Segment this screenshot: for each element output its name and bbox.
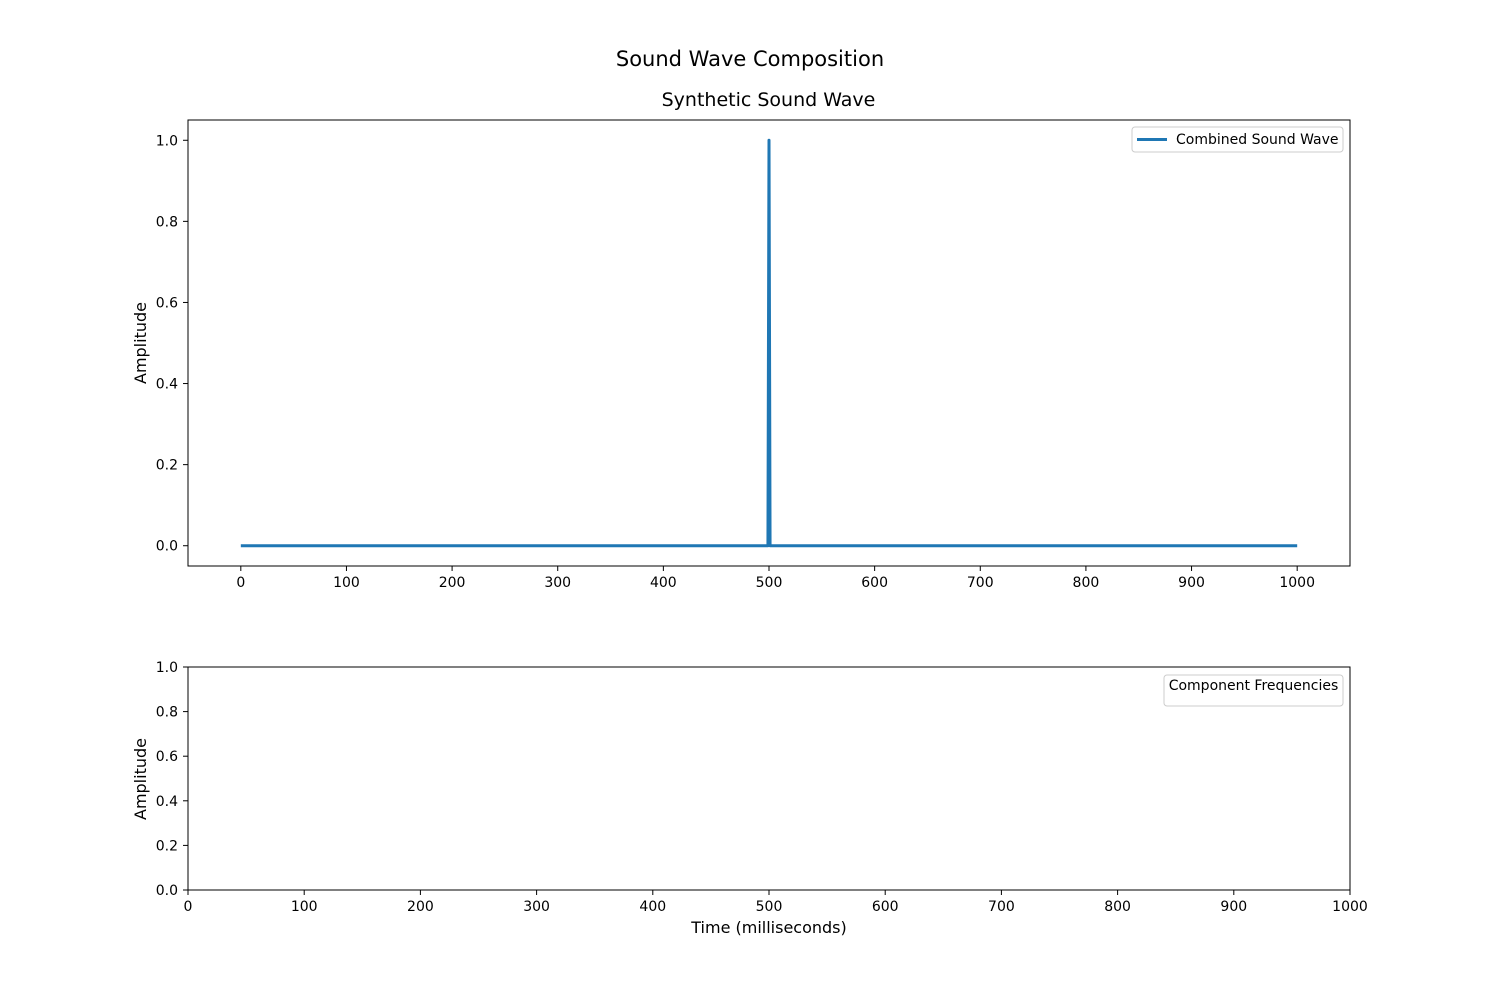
y-tick-label: 1.0: [156, 660, 178, 676]
series-line-0: [240, 138, 1298, 548]
top-plot-y-axis: 0.0 0.2 0.4 0.6 0.8 1.0: [156, 133, 188, 555]
y-tick-label: 0.6: [156, 749, 178, 765]
y-tick-label: 0.4: [156, 377, 178, 393]
x-tick-label: 0: [236, 575, 245, 591]
x-tick-label: 0: [184, 899, 193, 915]
y-tick-label: 0.2: [156, 838, 178, 854]
y-tick-label: 0.0: [156, 539, 178, 555]
bottom-plot-legend-title: Component Frequencies: [1169, 678, 1339, 694]
y-tick-label: 0.8: [156, 705, 178, 721]
y-tick-label: 0.4: [156, 794, 178, 810]
x-tick-label: 200: [407, 899, 434, 915]
x-tick-label: 800: [1073, 575, 1100, 591]
bottom-plot-y-axis: 0.0 0.2 0.4 0.6 0.8 1.0: [156, 660, 188, 899]
bottom-plot-x-label: Time (milliseconds): [690, 918, 847, 937]
bottom-plot-frame: [187, 666, 1351, 891]
bottom-plot-y-label: Amplitude: [131, 738, 150, 820]
top-plot: Synthetic Sound Wave 0 100 200 300 400 500 600…: [131, 89, 1351, 591]
x-tick-label: 100: [333, 575, 360, 591]
x-tick-label: 100: [291, 899, 318, 915]
top-plot-series: [240, 138, 1298, 548]
x-tick-label: 900: [1220, 899, 1247, 915]
x-tick-label: 400: [650, 575, 677, 591]
x-tick-label: 300: [523, 899, 550, 915]
y-tick-label: 0.2: [156, 458, 178, 474]
top-plot-frame: [187, 119, 1351, 567]
x-tick-label: 700: [967, 575, 994, 591]
y-tick-label: 1.0: [156, 133, 178, 149]
figure-suptitle: Sound Wave Composition: [616, 47, 884, 71]
x-tick-label: 500: [756, 899, 783, 915]
top-plot-legend-box: [1131, 126, 1344, 153]
bottom-plot: 0 100 200 300 400 500 600 700 800 900 1000 0.00.20…: [131, 660, 1368, 937]
x-tick-label: 200: [439, 575, 466, 591]
top-plot-legend: Combined Sound Wave: [1131, 126, 1344, 153]
x-tick-label: 500: [756, 575, 783, 591]
top-plot-x-axis: 0 100 200 300 400 500 600 700 800 900 1000: [236, 566, 1315, 591]
top-plot-y-label: Amplitude: [131, 302, 150, 384]
top-plot-title: Synthetic Sound Wave: [662, 89, 876, 111]
x-tick-label: 800: [1104, 899, 1131, 915]
x-tick-label: 700: [988, 899, 1015, 915]
x-tick-label: 400: [639, 899, 666, 915]
x-tick-label: 1000: [1332, 899, 1368, 915]
x-tick-label: 300: [544, 575, 571, 591]
bottom-plot-legend: Component Frequencies: [1163, 674, 1344, 707]
x-tick-label: 600: [861, 575, 888, 591]
legend-entry-combined-sound-wave: Combined Sound Wave: [1176, 132, 1339, 148]
x-tick-label: 900: [1178, 575, 1205, 591]
y-tick-label: 0.8: [156, 214, 178, 230]
bottom-plot-legend-box: [1163, 674, 1344, 707]
x-tick-label: 600: [872, 899, 899, 915]
y-tick-label: 0.6: [156, 295, 178, 311]
x-tick-label: 1000: [1279, 575, 1315, 591]
bottom-plot-x-axis: 0 100 200 300 400 500 600 700 800 900 1000: [184, 890, 1368, 915]
y-tick-label: 0.0: [156, 883, 178, 899]
